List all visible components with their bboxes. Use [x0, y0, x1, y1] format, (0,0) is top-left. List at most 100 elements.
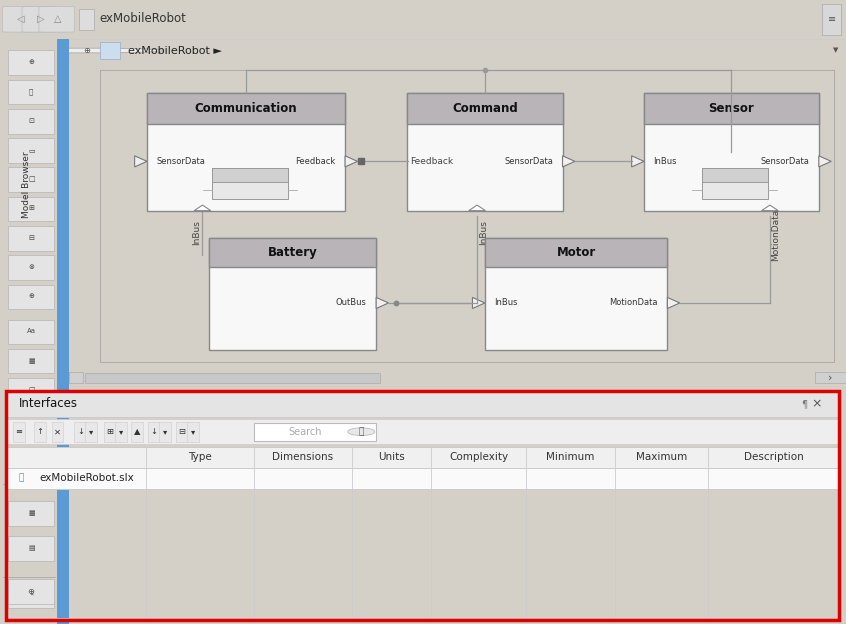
Text: ▷: ▷	[37, 14, 44, 24]
Bar	[8, 349, 54, 374]
Bar	[104, 422, 116, 442]
Text: □: □	[28, 387, 35, 393]
Bar	[101, 42, 120, 59]
Bar	[8, 579, 54, 603]
Text: ▾: ▾	[190, 427, 195, 436]
Circle shape	[348, 428, 375, 436]
Bar	[8, 319, 54, 344]
Circle shape	[8, 48, 164, 53]
Text: ×: ×	[811, 397, 821, 411]
Text: Interfaces: Interfaces	[19, 397, 78, 411]
FancyBboxPatch shape	[39, 7, 74, 32]
Bar	[148, 422, 160, 442]
Text: 🗂: 🗂	[19, 474, 24, 483]
Bar	[8, 138, 54, 163]
Text: ◁: ◁	[18, 14, 25, 24]
Text: SensorData: SensorData	[504, 157, 553, 166]
Text: ▾: ▾	[118, 427, 124, 436]
Bar	[34, 422, 46, 442]
Text: ▼: ▼	[832, 47, 838, 54]
Text: Dimensions: Dimensions	[272, 452, 333, 462]
Bar	[209, 238, 376, 349]
Text: ▾: ▾	[89, 427, 94, 436]
Bar	[85, 422, 97, 442]
Text: 🔍: 🔍	[359, 427, 364, 436]
Polygon shape	[472, 298, 485, 308]
Text: exMobileRobot ►: exMobileRobot ►	[128, 46, 222, 56]
Bar	[8, 197, 54, 222]
Text: ▭: ▭	[28, 147, 35, 153]
Text: Description: Description	[744, 452, 804, 462]
Text: Complexity: Complexity	[449, 452, 508, 462]
Text: ⊕: ⊕	[28, 587, 35, 596]
Text: ⊕: ⊕	[28, 293, 34, 300]
Text: exMobileRobot.slx: exMobileRobot.slx	[40, 474, 135, 484]
Bar	[176, 422, 188, 442]
Text: ▦: ▦	[28, 510, 35, 516]
Polygon shape	[194, 205, 211, 211]
Text: ⊞: ⊞	[107, 427, 113, 436]
Bar	[8, 536, 54, 561]
Text: exMobileRobot: exMobileRobot	[100, 12, 187, 25]
Text: MotionData: MotionData	[772, 209, 781, 261]
Bar	[8, 51, 54, 75]
Bar	[8, 285, 54, 309]
Bar	[52, 422, 63, 442]
Text: ▦: ▦	[28, 358, 35, 364]
Bar	[8, 167, 54, 192]
Text: Units: Units	[378, 452, 405, 462]
Text: ↓: ↓	[77, 427, 84, 436]
Text: ≡: ≡	[15, 427, 22, 436]
Bar	[407, 94, 563, 124]
Bar	[644, 94, 819, 124]
Text: MotionData: MotionData	[610, 298, 658, 308]
Text: Feedback: Feedback	[410, 157, 453, 166]
Text: Battery: Battery	[268, 246, 317, 260]
Bar	[822, 4, 841, 35]
Text: SensorData: SensorData	[157, 157, 206, 166]
Text: Type: Type	[188, 452, 212, 462]
Text: ⊞: ⊞	[28, 205, 34, 212]
Text: «: «	[29, 592, 33, 598]
Text: InBus: InBus	[653, 157, 677, 166]
Text: Communication: Communication	[195, 102, 297, 115]
Bar	[485, 238, 667, 349]
Bar	[8, 80, 54, 104]
Bar	[6, 391, 839, 417]
Bar	[8, 583, 54, 608]
Text: □: □	[28, 176, 35, 182]
Text: Command: Command	[452, 102, 518, 115]
Bar	[13, 422, 25, 442]
Bar	[6, 447, 839, 618]
Text: ›: ›	[828, 373, 832, 383]
Polygon shape	[376, 298, 388, 308]
Text: Minimum: Minimum	[547, 452, 595, 462]
Polygon shape	[667, 298, 680, 308]
Bar	[8, 501, 54, 525]
Text: InBus: InBus	[479, 220, 488, 245]
Polygon shape	[135, 156, 147, 167]
Bar	[85, 373, 380, 383]
Text: ≡: ≡	[827, 14, 836, 24]
FancyBboxPatch shape	[3, 7, 38, 32]
Polygon shape	[469, 205, 486, 211]
Text: ↑: ↑	[36, 427, 43, 436]
Bar	[147, 94, 345, 124]
Bar	[8, 378, 54, 402]
Bar	[187, 422, 199, 442]
Text: ⊡: ⊡	[28, 118, 34, 124]
Bar	[74, 422, 86, 442]
Bar	[644, 93, 819, 211]
Bar	[147, 93, 345, 211]
Text: InBus: InBus	[192, 220, 201, 245]
Text: Motor: Motor	[557, 246, 596, 260]
Text: Model Browser: Model Browser	[22, 152, 30, 218]
Bar	[8, 226, 54, 251]
Text: ↓: ↓	[151, 427, 157, 436]
Text: Feedback: Feedback	[295, 157, 336, 166]
Text: Sensor: Sensor	[709, 102, 755, 115]
Bar	[209, 238, 376, 267]
FancyBboxPatch shape	[22, 7, 58, 32]
Text: Aa: Aa	[27, 328, 36, 334]
Polygon shape	[345, 156, 358, 167]
